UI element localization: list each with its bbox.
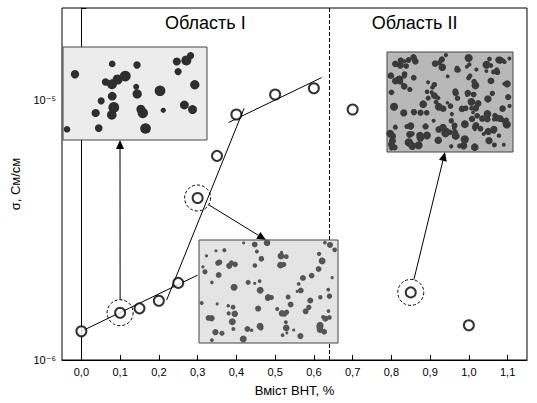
svg-text:Вміст ВНТ, %: Вміст ВНТ, % — [255, 383, 335, 398]
svg-text:0,2: 0,2 — [151, 366, 166, 378]
svg-text:Область II: Область II — [372, 13, 458, 33]
svg-text:10⁻⁵: 10⁻⁵ — [33, 94, 56, 106]
svg-text:10⁻⁶: 10⁻⁶ — [33, 354, 56, 366]
svg-text:1,1: 1,1 — [500, 366, 515, 378]
svg-text:Область I: Область I — [165, 13, 246, 33]
svg-text:1,0: 1,0 — [461, 366, 476, 378]
svg-text:0,0: 0,0 — [74, 366, 89, 378]
svg-text:0,9: 0,9 — [422, 366, 437, 378]
svg-text:0,5: 0,5 — [267, 366, 282, 378]
svg-text:0,8: 0,8 — [384, 366, 399, 378]
svg-text:σ, См/см: σ, См/см — [8, 158, 23, 211]
svg-text:0,6: 0,6 — [306, 366, 321, 378]
svg-text:0,4: 0,4 — [229, 366, 244, 378]
svg-text:0,1: 0,1 — [112, 366, 127, 378]
svg-text:0,7: 0,7 — [345, 366, 360, 378]
svg-text:0,3: 0,3 — [190, 366, 205, 378]
